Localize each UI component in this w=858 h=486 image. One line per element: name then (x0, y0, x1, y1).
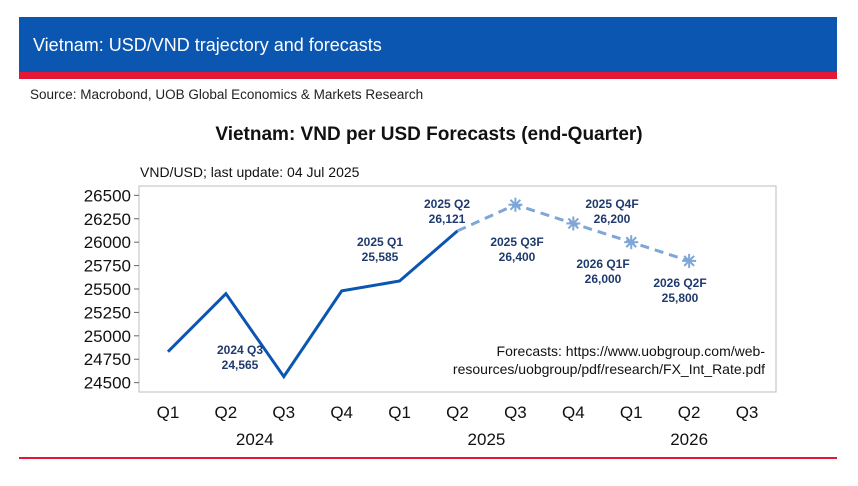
data-label-value: 25,585 (362, 250, 399, 264)
y-tick-label: 26500 (84, 186, 131, 205)
x-tick-label: Q2 (215, 403, 238, 422)
forecast-point-marker (566, 216, 581, 231)
x-group-label: 2025 (468, 430, 506, 449)
data-label-value: 26,121 (429, 212, 466, 226)
x-tick-label: Q2 (446, 403, 469, 422)
x-group-label: 2024 (236, 430, 274, 449)
chart-title: Vietnam: VND per USD Forecasts (end-Quar… (215, 124, 643, 145)
x-tick-label: Q1 (388, 403, 411, 422)
y-tick-label: 25250 (84, 303, 131, 322)
data-label-name: 2025 Q1 (357, 235, 403, 249)
y-tick-label: 26250 (84, 210, 131, 229)
chart-footnote: resources/uobgroup/pdf/research/FX_Int_R… (453, 361, 765, 377)
x-tick-label: Q3 (272, 403, 295, 422)
y-tick-label: 26000 (84, 233, 131, 252)
data-label-name: 2026 Q2F (653, 276, 706, 290)
header-banner: Vietnam: USD/VND trajectory and forecast… (19, 17, 837, 72)
y-tick-label: 24750 (84, 350, 131, 369)
x-tick-label: Q1 (620, 403, 643, 422)
x-group-label: 2026 (670, 430, 708, 449)
series-line-forecast (456, 203, 690, 263)
header-stripe (19, 72, 837, 79)
data-label-name: 2024 Q3 (217, 343, 263, 357)
x-tick-label: Q3 (736, 403, 759, 422)
y-tick-label: 24500 (84, 374, 131, 393)
data-label-name: 2025 Q3F (490, 235, 543, 249)
forecast-point-marker (624, 235, 639, 250)
x-tick-label: Q2 (678, 403, 701, 422)
data-label-value: 26,200 (594, 212, 631, 226)
source-note: Source: Macrobond, UOB Global Economics … (30, 87, 424, 102)
data-label-name: 2025 Q4F (585, 197, 638, 211)
chart-footnote: Forecasts: https://www.uobgroup.com/web- (497, 343, 766, 359)
x-tick-label: Q4 (330, 403, 353, 422)
forecast-point-marker (508, 197, 523, 212)
data-label-value: 25,800 (662, 291, 699, 305)
x-tick-label: Q1 (157, 403, 180, 422)
data-label-value: 24,565 (222, 358, 259, 372)
data-label-value: 26,400 (499, 250, 536, 264)
forecast-point-marker (682, 253, 697, 268)
x-tick-label: Q3 (504, 403, 527, 422)
y-tick-label: 25500 (84, 280, 131, 299)
series-line-actual (166, 229, 459, 380)
data-label-name: 2026 Q1F (576, 257, 629, 271)
x-tick-label: Q4 (562, 403, 585, 422)
footer-rule (19, 457, 837, 459)
y-tick-label: 25750 (84, 257, 131, 276)
data-label-value: 26,000 (585, 272, 622, 286)
y-tick-label: 25000 (84, 327, 131, 346)
data-label-name: 2025 Q2 (424, 197, 470, 211)
page-title: Vietnam: USD/VND trajectory and forecast… (33, 35, 382, 55)
chart-unit-note: VND/USD; last update: 04 Jul 2025 (140, 164, 360, 180)
